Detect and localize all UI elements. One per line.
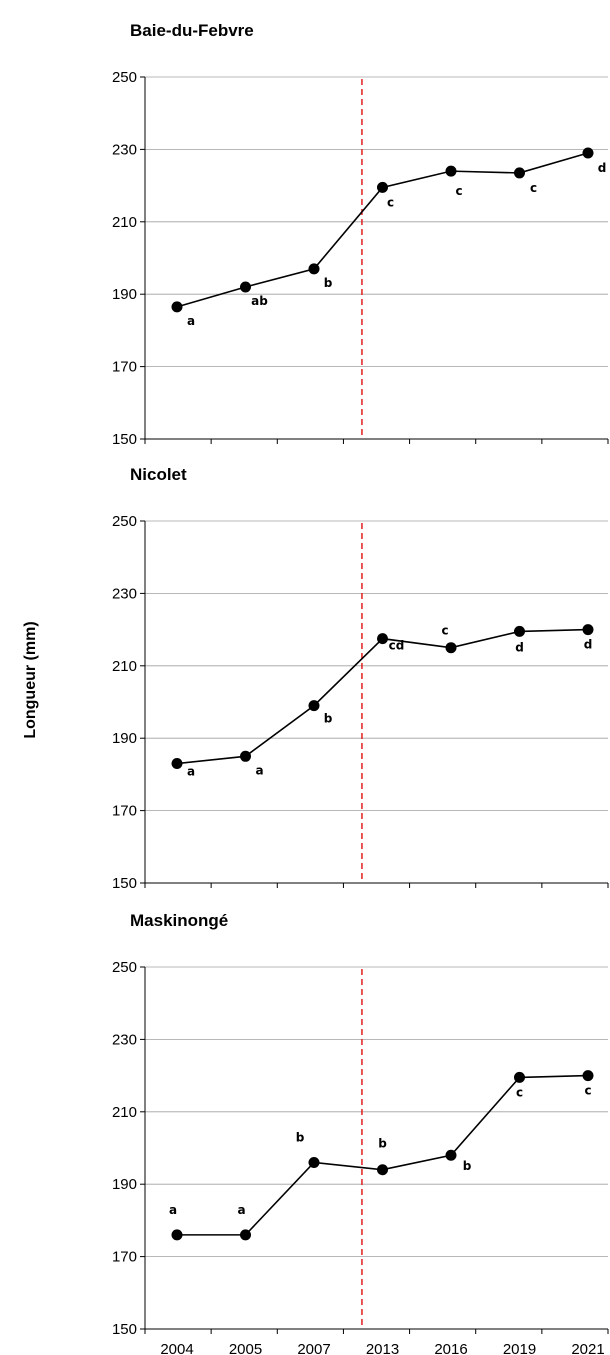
significance-letter: b [324,276,333,290]
data-point [308,263,320,275]
data-point [445,1149,457,1161]
significance-letter: ab [251,294,268,308]
data-point [514,625,525,637]
x-tick-label: 2021 [571,1341,604,1355]
panel-title: Baie-du-Febvre [130,21,254,40]
data-point [171,758,183,770]
y-tick-label: 250 [112,513,137,530]
significance-letter: c [441,624,448,638]
panel-title: Nicolet [130,465,187,484]
data-point [240,281,251,293]
x-tick-label: 2005 [229,1341,262,1355]
y-tick-label: 170 [112,359,137,376]
data-point [445,642,457,654]
significance-letter: d [584,638,593,652]
data-point [240,750,251,762]
data-point [582,1070,594,1082]
significance-letter: b [324,712,333,726]
x-tick-label: 2013 [366,1341,399,1355]
data-point [377,1164,388,1176]
significance-letter: c [516,1085,523,1099]
data-point [514,167,525,179]
y-tick-label: 150 [112,875,137,892]
y-tick-label: 170 [112,1249,137,1266]
significance-letter: a [187,314,195,328]
y-tick-label: 190 [112,1176,137,1193]
data-point [377,633,388,645]
data-point [308,1156,320,1168]
y-tick-label: 170 [112,803,137,820]
significance-letter: d [515,640,524,654]
y-tick-label: 150 [112,1321,137,1338]
y-tick-label: 210 [112,214,137,231]
significance-letter: c [530,181,537,195]
y-tick-label: 250 [112,69,137,86]
data-point [308,700,320,712]
data-point [377,181,388,193]
significance-letter: a [255,763,263,777]
significance-letter: b [296,1130,305,1144]
panel-2: Maskinongé 150 170 190 210 230 250 a a b b b c c [112,911,609,1338]
y-tick-label: 250 [112,959,137,976]
data-point [171,1229,183,1241]
significance-letter: b [378,1137,387,1151]
panel-title: Maskinongé [130,911,228,930]
series-line [176,628,589,765]
x-tick-label: 2019 [503,1341,536,1355]
x-tick-label: 2016 [434,1341,467,1355]
panel-0: Baie-du-Febvre 150 170 190 210 230 250 a ab b c c c d [112,21,609,448]
significance-letter: a [237,1203,245,1217]
y-tick-label: 150 [112,431,137,448]
y-tick-label: 230 [112,585,137,602]
y-tick-label: 230 [112,141,137,158]
data-point [582,147,594,159]
significance-letter: a [169,1203,177,1217]
x-tick-label: 2007 [297,1341,330,1355]
y-axis-label: Longueur (mm) [22,621,39,738]
y-tick-label: 190 [112,730,137,747]
y-tick-label: 210 [112,658,137,675]
significance-letter: a [187,765,195,779]
significance-letter: cd [389,639,405,653]
y-tick-label: 230 [112,1031,137,1048]
series-line [176,152,589,308]
y-tick-label: 210 [112,1104,137,1121]
significance-letter: d [598,161,607,175]
significance-letter: b [463,1159,472,1173]
y-tick-label: 190 [112,286,137,303]
data-point [171,301,183,313]
significance-letter: c [584,1084,591,1098]
x-tick-labels: 2004 2005 2007 2013 2016 2019 2021 [160,1341,604,1355]
significance-letter: c [455,184,462,198]
x-tick-label: 2004 [160,1341,193,1355]
significance-letter: c [387,195,394,209]
data-point [582,624,594,636]
data-point [445,165,457,177]
data-point [240,1229,251,1241]
data-point [514,1071,525,1083]
